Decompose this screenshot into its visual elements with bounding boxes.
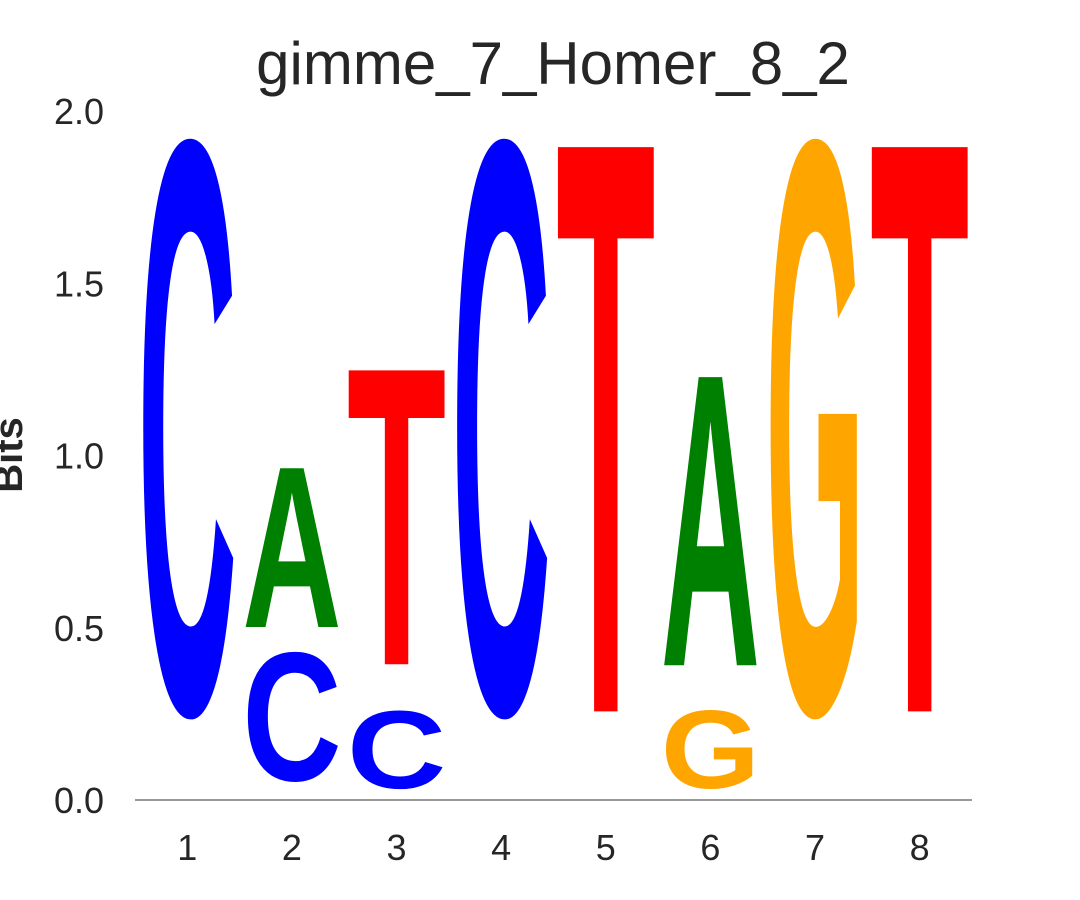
logo-letter-c: C <box>242 615 341 820</box>
logo-letter-c: C <box>347 689 446 812</box>
logo-letter-t: T <box>347 278 446 755</box>
logo-letter-c: C <box>451 0 550 886</box>
x-tick-label: 2 <box>282 827 302 868</box>
y-tick-label: 0.0 <box>54 780 104 821</box>
y-tick-label: 2.0 <box>54 91 104 132</box>
x-axis-ticks: 1 2 3 4 5 6 7 8 <box>177 827 929 868</box>
y-tick-label: 1.0 <box>54 436 104 477</box>
x-tick-label: 6 <box>700 827 720 868</box>
logo-letter-t: T <box>556 0 655 886</box>
x-tick-label: 1 <box>177 827 197 868</box>
chart-title: gimme_7_Homer_8_2 <box>256 30 850 97</box>
x-tick-label: 5 <box>596 827 616 868</box>
logo-letter-g: G <box>661 689 760 812</box>
x-tick-label: 3 <box>387 827 407 868</box>
logo-letter-c: C <box>138 0 237 886</box>
x-tick-label: 8 <box>910 827 930 868</box>
x-tick-label: 4 <box>491 827 511 868</box>
y-tick-label: 1.5 <box>54 263 104 304</box>
logo-letter-t: T <box>870 0 969 886</box>
logo-letter-a: A <box>242 419 341 676</box>
y-tick-label: 0.5 <box>54 608 104 649</box>
y-axis-label: Bits <box>0 417 31 493</box>
logo-letter-g: G <box>765 0 864 886</box>
y-axis-ticks: 0.0 0.5 1.0 1.5 2.0 <box>54 91 104 821</box>
logo-letter-a: A <box>661 288 760 756</box>
x-tick-label: 7 <box>805 827 825 868</box>
